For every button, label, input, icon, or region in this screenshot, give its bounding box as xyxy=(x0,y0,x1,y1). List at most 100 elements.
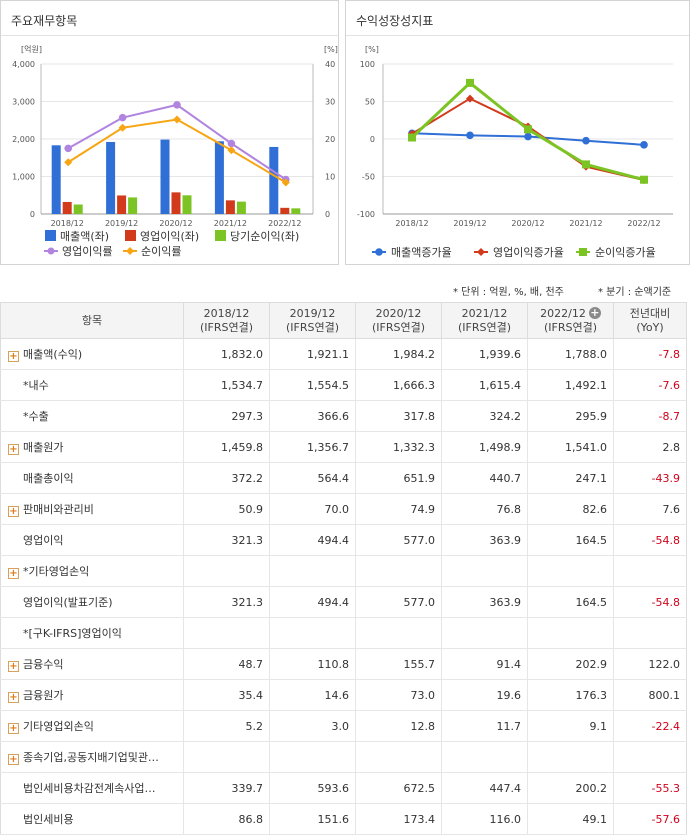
value-cell: 1,832.0 xyxy=(183,338,270,370)
table-row[interactable]: + 금융수익 48.7 110.8 155.7 91.4 202.9 122.0 xyxy=(0,648,687,680)
row-label-text: 영업이익(발표기준) xyxy=(23,596,113,609)
value-cell: 9.1 xyxy=(527,710,614,742)
left-tick-label: 0 xyxy=(30,210,35,219)
yoy-cell: -54.8 xyxy=(613,586,687,618)
expand-plus-icon[interactable]: + xyxy=(8,568,19,579)
table-row: *내수 1,534.7 1,554.5 1,666.3 1,615.4 1,492.1 -7… xyxy=(0,369,687,401)
value-cell xyxy=(355,555,442,587)
table-row[interactable]: + 매출액(수익) 1,832.0 1,921.1 1,984.2 1,939.6 1,78… xyxy=(0,338,687,370)
x-tick-label: 2019/12 xyxy=(453,219,486,228)
yoy-cell: 122.0 xyxy=(613,648,687,680)
row-label-text: 판매비와관리비 xyxy=(23,503,94,516)
value-cell: 35.4 xyxy=(183,679,270,711)
value-cell: 19.6 xyxy=(441,679,528,711)
yoy-cell: -57.6 xyxy=(613,803,687,835)
row-label-text: 매출총이익 xyxy=(23,472,74,485)
value-cell: 200.2 xyxy=(527,772,614,804)
bar xyxy=(291,208,301,214)
row-label-text: 기타영업외손익 xyxy=(23,720,94,733)
legend-swatch xyxy=(125,230,136,241)
value-cell: 73.0 xyxy=(355,679,442,711)
value-cell: 1,666.3 xyxy=(355,369,442,401)
panel-title: 수익성장성지표 xyxy=(356,14,434,28)
bar xyxy=(225,200,235,214)
value-cell: 74.9 xyxy=(355,493,442,525)
data-point xyxy=(524,132,532,141)
data-point xyxy=(227,139,236,148)
expand-plus-icon[interactable]: + xyxy=(8,661,19,672)
table-row[interactable]: + 매출원가 1,459.8 1,356.7 1,332.3 1,498.9 1,541.0… xyxy=(0,431,687,463)
value-cell: 116.0 xyxy=(441,803,528,835)
value-cell xyxy=(183,617,270,649)
row-label: 매출총이익 xyxy=(0,462,184,494)
value-cell: 1,939.6 xyxy=(441,338,528,370)
add-column-icon[interactable]: + xyxy=(588,305,601,319)
yoy-cell: -8.7 xyxy=(613,400,687,432)
expand-plus-icon[interactable]: + xyxy=(8,754,19,765)
table-row[interactable]: + 종속기업,공동지배기업및관… xyxy=(0,741,687,773)
value-cell: 1,459.8 xyxy=(183,431,270,463)
row-label: *[구K-IFRS]영업이익 xyxy=(0,617,184,649)
bar xyxy=(128,197,138,214)
yoy-cell xyxy=(613,741,687,773)
value-cell xyxy=(183,741,270,773)
table-row[interactable]: + 금융원가 35.4 14.6 73.0 19.6 176.3 800.1 xyxy=(0,679,687,711)
expand-plus-icon[interactable]: + xyxy=(8,506,19,517)
expand-plus-icon[interactable]: + xyxy=(8,723,19,734)
data-point xyxy=(173,115,181,124)
tick-label: 0 xyxy=(370,135,375,144)
row-label: + 판매비와관리비 xyxy=(0,493,184,525)
value-cell: 494.4 xyxy=(269,586,356,618)
growth-indicators-chart: [%] 100 50 0 -50 -100 2018/12 2019/12 2020/12 202… xyxy=(357,45,673,259)
data-point xyxy=(466,94,474,103)
row-label-text: *내수 xyxy=(23,379,49,392)
legend-marker xyxy=(477,248,485,256)
table-row[interactable]: + *기타영업손익 xyxy=(0,555,687,587)
table-row: *수출 297.3 366.6 317.8 324.2 295.9 -8.7 xyxy=(0,400,687,432)
row-label: + 종속기업,공동지배기업및관… xyxy=(0,741,184,773)
value-cell: 50.9 xyxy=(183,493,270,525)
expand-plus-icon[interactable]: + xyxy=(8,692,19,703)
left-tick-label: 3,000 xyxy=(12,98,35,107)
table-row: 법인세비용차감전계속사업… 339.7 593.6 672.5 447.4 200.2 -5… xyxy=(0,772,687,804)
legend-label: 순이익률 xyxy=(141,245,181,258)
value-cell xyxy=(527,741,614,773)
legend-label: 영업이익률 xyxy=(62,245,113,258)
bar xyxy=(236,201,246,214)
left-axis-unit: [억원] xyxy=(21,44,42,54)
header-period: 2019/12 (IFRS연결) xyxy=(269,302,356,339)
value-cell: 577.0 xyxy=(355,524,442,556)
value-cell: 1,498.9 xyxy=(441,431,528,463)
x-tick-label: 2020/12 xyxy=(159,219,192,228)
bar xyxy=(73,204,83,214)
row-label-text: 법인세비용차감전계속사업… xyxy=(23,782,156,795)
value-cell: 70.0 xyxy=(269,493,356,525)
yoy-cell: -7.6 xyxy=(613,369,687,401)
divider xyxy=(346,35,689,36)
value-cell: 295.9 xyxy=(527,400,614,432)
bar xyxy=(280,207,290,214)
yoy-cell xyxy=(613,555,687,587)
right-tick-label: 10 xyxy=(325,173,335,182)
yoy-cell: -54.8 xyxy=(613,524,687,556)
legend-marker xyxy=(126,247,134,255)
value-cell: 82.6 xyxy=(527,493,614,525)
table-row[interactable]: + 기타영업외손익 5.2 3.0 12.8 11.7 9.1 -22.4 xyxy=(0,710,687,742)
x-tick-label: 2022/12 xyxy=(627,219,660,228)
expand-plus-icon[interactable]: + xyxy=(8,351,19,362)
legend-label: 순이익증가율 xyxy=(595,246,656,259)
bar xyxy=(51,145,61,214)
data-point xyxy=(524,125,532,134)
expand-plus-icon[interactable]: + xyxy=(8,444,19,455)
value-cell xyxy=(355,741,442,773)
yoy-cell: 2.8 xyxy=(613,431,687,463)
x-tick-label: 2020/12 xyxy=(511,219,544,228)
value-cell: 86.8 xyxy=(183,803,270,835)
legend-marker xyxy=(579,248,587,256)
table-row[interactable]: + 판매비와관리비 50.9 70.0 74.9 76.8 82.6 7.6 xyxy=(0,493,687,525)
data-point xyxy=(118,113,127,122)
row-label-text: 법인세비용 xyxy=(23,813,74,826)
table-row: 법인세비용 86.8 151.6 173.4 116.0 49.1 -57.6 xyxy=(0,803,687,835)
value-cell: 1,788.0 xyxy=(527,338,614,370)
bar xyxy=(117,195,127,214)
